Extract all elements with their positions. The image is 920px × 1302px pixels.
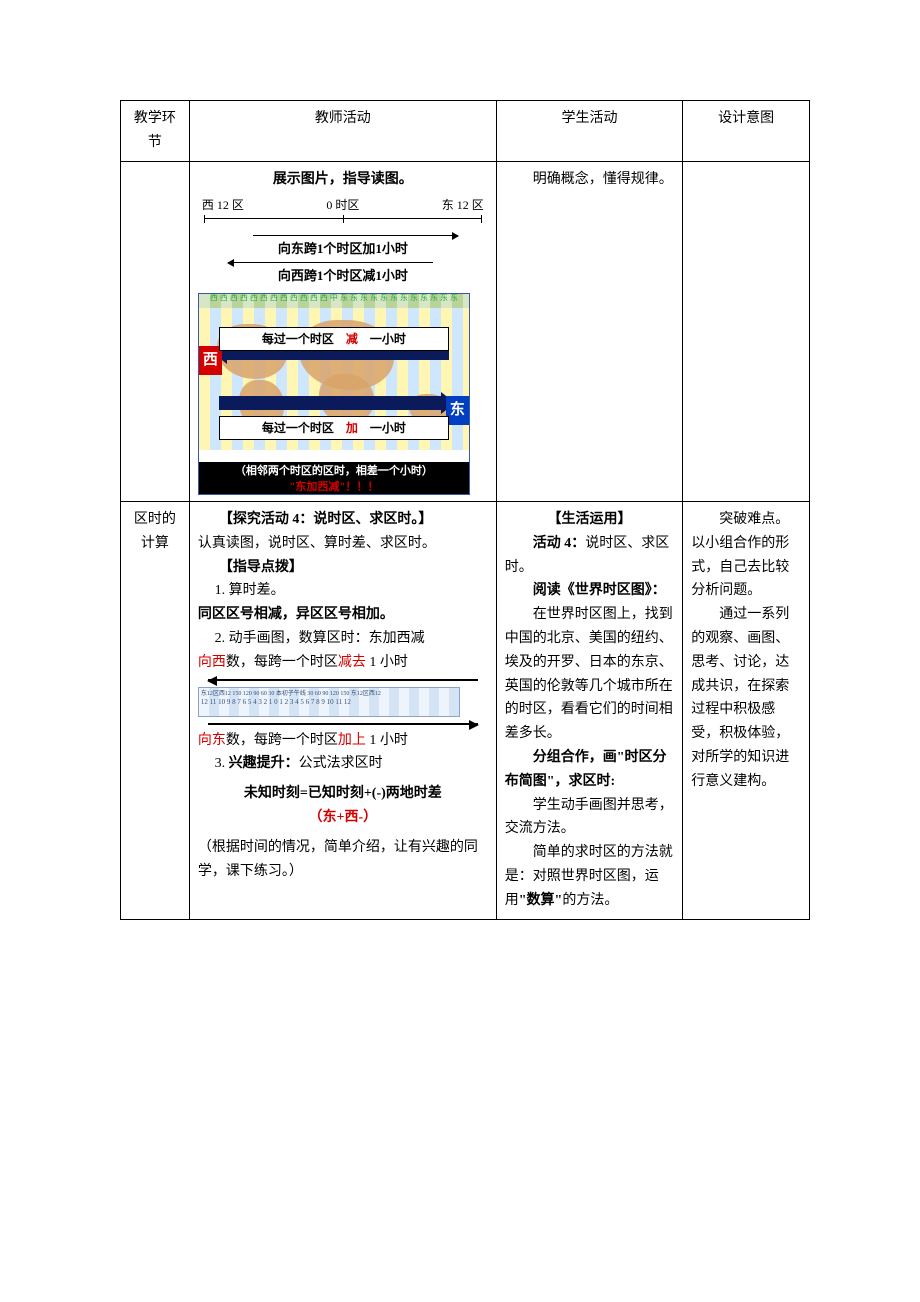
- t-ol-3: 兴趣提升：公式法求区时: [229, 752, 488, 776]
- map-bottombar: "东加西减"！！！: [199, 480, 469, 494]
- arrow-west-icon: [228, 262, 433, 263]
- tz-line-diagram: 西 12 区 0 时区 东 12 区: [198, 195, 488, 228]
- t-l8a: 向东: [198, 733, 226, 748]
- t-l8b: 数，每跨一个时区: [226, 733, 338, 748]
- t-ol3a: 兴趣提升：: [229, 756, 299, 771]
- s-h3: 分组合作，画"时区分布简图"，求区时:: [505, 746, 675, 794]
- map-toprow: 西 西 西 西 西 西 西 西 西 西 西 西 中 东 东 东 东 东 东 东 …: [199, 294, 469, 308]
- ribbon-top-2: 一小时: [358, 332, 406, 346]
- row-1: 展示图片，指导读图。 西 12 区 0 时区 东 12 区 向东跨1个时区加1小…: [121, 161, 810, 501]
- tz-label-east: 东 12 区: [442, 195, 484, 215]
- world-map-diagram: 西 西 西 西 西 西 西 西 西 西 西 西 中 东 东 东 东 东 东 东 …: [198, 293, 470, 495]
- big-arrow-east-icon: [219, 396, 443, 410]
- r2-teacher: 【探究活动 4：说时区、求区时。】 认真读图，说时区、算时差、求区时。 【指导点…: [189, 501, 496, 919]
- t-formula-a: 未知时刻=已知时刻+(-)两地时差: [198, 782, 488, 806]
- t-l5: 同区区号相减，异区区号相加。: [198, 603, 488, 627]
- t-l8d: 1 小时: [366, 733, 408, 748]
- s-p3: 简单的求时区的方法就是：对照世界时区图，运用"数算"的方法。: [505, 841, 675, 912]
- tz-label-west: 西 12 区: [202, 195, 244, 215]
- t-ol3: 兴趣提升：公式法求区时: [198, 752, 488, 776]
- r1-intent: [683, 161, 810, 501]
- t-l7b: 数，每跨一个时区: [226, 655, 338, 670]
- ribbon-top-1: 每过一个时区: [262, 332, 346, 346]
- i-p2: 通过一系列的观察、画图、思考、讨论，达成共识，在探索过程中积极感受，积极体验，对…: [691, 603, 801, 793]
- t-l7c: 减去: [338, 655, 366, 670]
- hdr-section: 教学环节: [121, 101, 190, 162]
- thin-arrow-right-icon: [208, 723, 478, 725]
- r1-student-line: 明确概念，懂得规律。: [505, 168, 675, 192]
- r1-student: 明确概念，懂得规律。: [496, 161, 683, 501]
- s-p2: 学生动手画图并思考，交流方法。: [505, 794, 675, 842]
- s-h1: 【生活运用】: [505, 508, 675, 532]
- t-ol3b: 公式法求区时: [299, 756, 383, 771]
- r2-student: 【生活运用】 活动 4：说时区、求区时。 阅读《世界时区图》： 在世界时区图上，…: [496, 501, 683, 919]
- r1-section: [121, 161, 190, 501]
- s-p1: 在世界时区图上，找到中国的北京、美国的纽约、埃及的开罗、日本的东京、英国的伦敦等…: [505, 603, 675, 746]
- s-l1a: 活动 4：: [505, 536, 586, 551]
- tz-strip: 东12区西12 150 120 90 60 30 本初子午线 30 60 90 …: [198, 687, 460, 717]
- s-p3c: 的方法。: [562, 893, 618, 908]
- t-ol-1: 算时差。: [229, 579, 488, 603]
- t-ol2: 动手画图，数算区时：东加西减: [198, 627, 488, 651]
- r2-section: 区时的计算: [121, 501, 190, 919]
- s-l1: 活动 4：说时区、求区时。: [505, 532, 675, 580]
- rule-east: 向东跨1个时区加1小时: [198, 238, 488, 260]
- hdr-intent: 设计意图: [683, 101, 810, 162]
- i-p1: 突破难点。以小组合作的形式，自己去比较分析问题。: [691, 508, 801, 603]
- t-l8c: 加上: [338, 733, 366, 748]
- ribbon-bot: 每过一个时区 加 一小时: [219, 416, 449, 440]
- r2-intent: 突破难点。以小组合作的形式，自己去比较分析问题。 通过一系列的观察、画图、思考、…: [683, 501, 810, 919]
- header-row: 教学环节 教师活动 学生活动 设计意图: [121, 101, 810, 162]
- t-l1: 【探究活动 4：说时区、求区时。】: [198, 508, 488, 532]
- t-l7: 向西数，每跨一个时区减去 1 小时: [198, 651, 488, 675]
- t-l2: 认真读图，说时区、算时差、求区时。: [198, 532, 488, 556]
- hdr-student: 学生活动: [496, 101, 683, 162]
- t-note: （根据时间的情况，简单介绍，让有兴趣的同学，课下练习。）: [198, 836, 488, 884]
- t-l8: 向东数，每跨一个时区加上 1 小时: [198, 729, 488, 753]
- tz-strip-nums: 12 11 10 9 8 7 6 5 4 3 2 1 0 1 2 3 4 5 6…: [199, 697, 459, 709]
- t-l7a: 向西: [198, 655, 226, 670]
- t-formula-b: （东+西-）: [198, 806, 488, 830]
- r1-teacher: 展示图片，指导读图。 西 12 区 0 时区 东 12 区 向东跨1个时区加1小…: [189, 161, 496, 501]
- map-blackbar: （相邻两个时区的区时，相差一个小时）: [199, 462, 469, 480]
- t-ol-2: 动手画图，数算区时：东加西减: [229, 627, 488, 651]
- tz-line-labels: 西 12 区 0 时区 东 12 区: [198, 195, 488, 215]
- tag-east: 东: [446, 396, 469, 426]
- tz-line: [204, 218, 482, 229]
- t-ol: 算时差。: [198, 579, 488, 603]
- rule-west: 向西跨1个时区减1小时: [198, 265, 488, 287]
- row-2: 区时的计算 【探究活动 4：说时区、求区时。】 认真读图，说时区、算时差、求区时…: [121, 501, 810, 919]
- ribbon-bot-1: 每过一个时区: [262, 421, 346, 435]
- tz-label-mid: 0 时区: [326, 195, 359, 215]
- s-p3b: "数算": [519, 893, 563, 908]
- ribbon-top-red: 减: [346, 332, 358, 346]
- page: 教学环节 教师活动 学生活动 设计意图 展示图片，指导读图。 西 12 区 0 …: [0, 0, 920, 1100]
- lesson-table: 教学环节 教师活动 学生活动 设计意图 展示图片，指导读图。 西 12 区 0 …: [120, 100, 810, 920]
- s-h2: 阅读《世界时区图》：: [505, 579, 675, 603]
- hdr-teacher: 教师活动: [189, 101, 496, 162]
- thin-arrow-left-icon: [208, 679, 478, 681]
- ribbon-bot-red: 加: [346, 421, 358, 435]
- arrow-east-icon: [253, 235, 458, 236]
- t-l3: 【指导点拨】: [198, 556, 488, 580]
- ribbon-bot-2: 一小时: [358, 421, 406, 435]
- t-l7d: 1 小时: [366, 655, 408, 670]
- r1-teacher-title: 展示图片，指导读图。: [198, 168, 488, 192]
- ribbon-top: 每过一个时区 减 一小时: [219, 327, 449, 351]
